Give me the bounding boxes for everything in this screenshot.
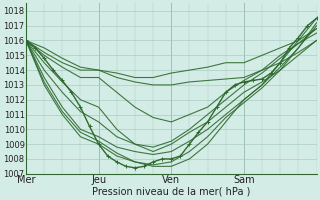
X-axis label: Pression niveau de la mer( hPa ): Pression niveau de la mer( hPa ) [92, 187, 251, 197]
